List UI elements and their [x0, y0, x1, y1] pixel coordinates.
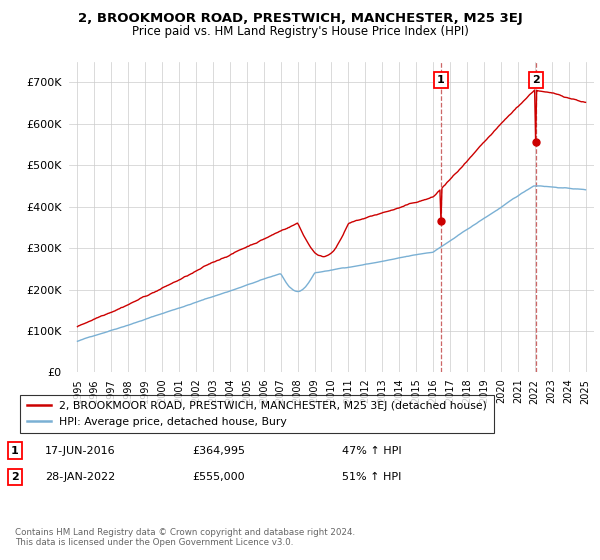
Text: £555,000: £555,000 [192, 472, 245, 482]
Text: 51% ↑ HPI: 51% ↑ HPI [342, 472, 401, 482]
Text: 2: 2 [532, 75, 540, 85]
Text: 28-JAN-2022: 28-JAN-2022 [45, 472, 115, 482]
Text: 17-JUN-2016: 17-JUN-2016 [45, 446, 116, 456]
Text: Contains HM Land Registry data © Crown copyright and database right 2024.
This d: Contains HM Land Registry data © Crown c… [15, 528, 355, 547]
Text: £364,995: £364,995 [192, 446, 245, 456]
Text: 2: 2 [11, 472, 19, 482]
Text: 1: 1 [11, 446, 19, 456]
Text: 47% ↑ HPI: 47% ↑ HPI [342, 446, 401, 456]
Legend: 2, BROOKMOOR ROAD, PRESTWICH, MANCHESTER, M25 3EJ (detached house), HPI: Average: 2, BROOKMOOR ROAD, PRESTWICH, MANCHESTER… [20, 395, 494, 433]
Text: 1: 1 [437, 75, 445, 85]
Text: Price paid vs. HM Land Registry's House Price Index (HPI): Price paid vs. HM Land Registry's House … [131, 25, 469, 38]
Text: 2, BROOKMOOR ROAD, PRESTWICH, MANCHESTER, M25 3EJ: 2, BROOKMOOR ROAD, PRESTWICH, MANCHESTER… [77, 12, 523, 25]
